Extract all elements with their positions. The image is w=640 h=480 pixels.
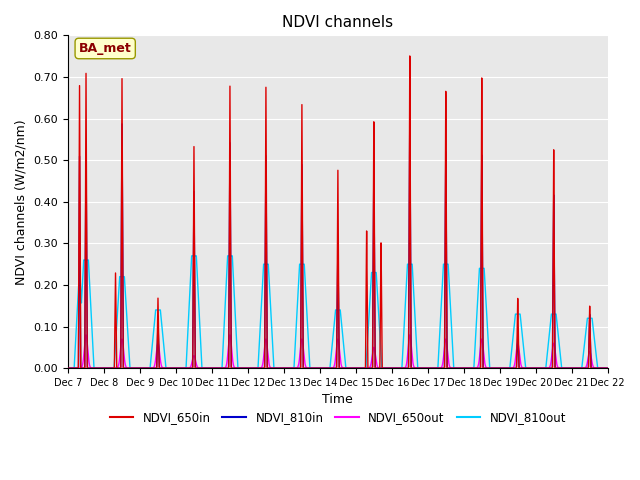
Y-axis label: NDVI channels (W/m2/nm): NDVI channels (W/m2/nm) [15,119,28,285]
Legend: NDVI_650in, NDVI_810in, NDVI_650out, NDVI_810out: NDVI_650in, NDVI_810in, NDVI_650out, NDV… [105,407,571,429]
NDVI_810out [405,261,413,267]
Line: NDVI_650in: NDVI_650in [68,56,640,368]
NDVI_810out [430,365,438,371]
NDVI_650in [491,365,499,371]
NDVI_810out [491,365,499,371]
NDVI_650out [273,365,280,371]
NDVI_650in [64,365,72,371]
Line: NDVI_810in: NDVI_810in [68,116,640,368]
NDVI_650out [430,365,438,371]
NDVI_650out [82,332,90,338]
NDVI_810in [93,365,100,371]
NDVI_650in [273,365,280,371]
NDVI_810in [406,113,413,119]
NDVI_810in [404,330,412,336]
NDVI_650in [93,365,100,371]
NDVI_650out [93,365,101,371]
NDVI_810out [522,364,529,370]
Line: NDVI_810out: NDVI_810out [68,256,640,368]
NDVI_810out [64,365,72,371]
NDVI_810in [430,365,438,371]
NDVI_650out [491,365,499,371]
NDVI_810in [64,365,72,371]
NDVI_650in [404,365,412,371]
NDVI_650in [522,365,529,371]
X-axis label: Time: Time [323,394,353,407]
NDVI_810out [273,365,280,371]
NDVI_810in [522,365,529,371]
NDVI_810out [93,365,100,371]
Line: NDVI_650out: NDVI_650out [68,335,640,368]
NDVI_650out [64,365,72,371]
NDVI_650out [522,365,529,371]
Text: BA_met: BA_met [79,42,132,55]
NDVI_650in [430,365,438,371]
Title: NDVI channels: NDVI channels [282,15,394,30]
NDVI_650in [406,53,413,59]
NDVI_810in [273,365,280,371]
NDVI_650out [405,339,413,345]
NDVI_810out [188,253,195,259]
NDVI_810in [491,365,499,371]
